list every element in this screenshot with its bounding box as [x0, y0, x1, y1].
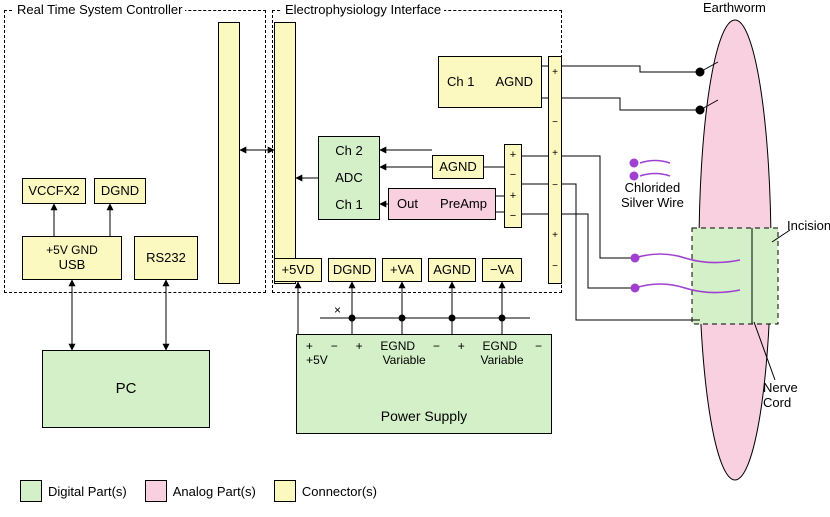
- electrode-label: Chlorided Silver Wire: [618, 180, 687, 210]
- adc-ch1: Ch 1: [335, 197, 362, 213]
- block-rs232: RS232: [134, 236, 198, 280]
- block-pc-text: PC: [116, 380, 137, 398]
- preamp-label: PreAmp: [440, 196, 487, 212]
- legend: Digital Part(s) Analog Part(s) Connector…: [20, 480, 377, 502]
- agnd-mid-text: AGND: [439, 159, 477, 175]
- block-usb: +5V GND USB: [22, 236, 122, 280]
- section-ephys-title: Electrophysiology Interface: [282, 2, 444, 17]
- ch1-stim-right: AGND: [495, 74, 533, 90]
- psu-title: Power Supply: [381, 408, 467, 433]
- block-adc: Ch 2 ADC Ch 1: [318, 136, 380, 220]
- block-dgnd-left-text: DGND: [101, 183, 139, 199]
- preamp-out: Out: [397, 196, 418, 212]
- psu-terms: + − + EGND − + EGND −: [297, 339, 551, 353]
- ps-agnd: AGND: [428, 258, 476, 282]
- block-rs232-text: RS232: [146, 250, 186, 266]
- legend-connector: Connector(s): [274, 480, 377, 502]
- incision-label: Incision: [784, 218, 830, 233]
- block-vccfx2-text: VCCFX2: [28, 183, 79, 199]
- conn-bar-right: [274, 22, 296, 284]
- svg-text:×: ×: [334, 303, 341, 317]
- nerve-label: Nerve Cord: [760, 380, 801, 410]
- ps-pva: +VA: [382, 258, 422, 282]
- conn-strip-right: + − + − + −: [548, 56, 562, 284]
- block-usb-top: +5V GND: [46, 243, 98, 257]
- block-psu: + − + EGND − + EGND − +5V Variable Varia…: [296, 334, 552, 434]
- ps-nva: −VA: [482, 258, 522, 282]
- adc-ch2: Ch 2: [335, 143, 362, 159]
- block-vccfx2: VCCFX2: [22, 178, 86, 204]
- conn-bar-left: [218, 22, 240, 284]
- ps-dgnd: DGND: [328, 258, 376, 282]
- block-preamp-in: +− +−: [504, 144, 522, 228]
- block-pc: PC: [42, 350, 210, 428]
- block-ch1-stim: Ch 1 AGND: [438, 56, 542, 108]
- block-usb-bot: USB: [59, 257, 86, 273]
- section-rtsc-title: Real Time System Controller: [14, 2, 185, 17]
- ps-5vd: +5VD: [274, 258, 322, 282]
- block-dgnd-left: DGND: [94, 178, 146, 204]
- ch1-stim-left: Ch 1: [447, 74, 474, 90]
- psu-rails: +5V Variable Variable: [297, 353, 551, 367]
- block-preamp: Out PreAmp: [388, 188, 496, 220]
- adc-mid: ADC: [335, 170, 362, 186]
- legend-analog: Analog Part(s): [145, 480, 256, 502]
- earthworm-label: Earthworm: [700, 0, 769, 15]
- legend-digital: Digital Part(s): [20, 480, 127, 502]
- block-agnd-mid: AGND: [432, 155, 484, 179]
